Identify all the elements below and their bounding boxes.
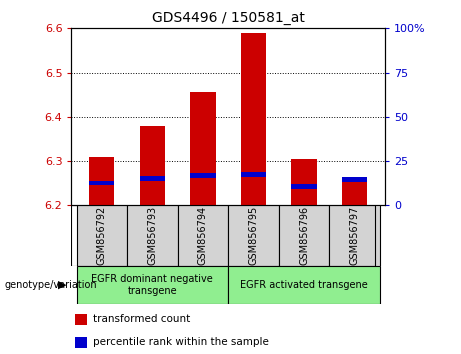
Text: GSM856792: GSM856792 bbox=[97, 206, 107, 265]
Bar bbox=[89, 181, 114, 185]
Text: genotype/variation: genotype/variation bbox=[5, 280, 97, 290]
Text: GSM856794: GSM856794 bbox=[198, 206, 208, 265]
Text: percentile rank within the sample: percentile rank within the sample bbox=[94, 337, 269, 348]
Bar bbox=[77, 205, 127, 266]
Bar bbox=[89, 157, 114, 205]
Bar bbox=[342, 177, 367, 182]
Text: EGFR activated transgene: EGFR activated transgene bbox=[240, 280, 368, 290]
Text: GSM856797: GSM856797 bbox=[349, 206, 360, 265]
Text: EGFR dominant negative
transgene: EGFR dominant negative transgene bbox=[91, 274, 213, 296]
Bar bbox=[228, 266, 380, 304]
Bar bbox=[279, 205, 329, 266]
Bar bbox=[291, 159, 317, 205]
Bar bbox=[190, 173, 216, 178]
Bar bbox=[177, 205, 228, 266]
Bar bbox=[241, 172, 266, 177]
Bar bbox=[329, 205, 380, 266]
Bar bbox=[127, 205, 177, 266]
Text: GSM856793: GSM856793 bbox=[148, 206, 157, 265]
Bar bbox=[75, 314, 87, 325]
Bar bbox=[342, 177, 367, 205]
Bar bbox=[140, 126, 165, 205]
Bar bbox=[75, 337, 87, 348]
Bar bbox=[228, 205, 279, 266]
Text: transformed count: transformed count bbox=[94, 314, 191, 325]
Bar bbox=[190, 92, 216, 205]
Bar bbox=[291, 184, 317, 189]
Text: ▶: ▶ bbox=[58, 280, 66, 290]
Title: GDS4496 / 150581_at: GDS4496 / 150581_at bbox=[152, 11, 305, 24]
Bar bbox=[140, 176, 165, 181]
Bar bbox=[77, 266, 228, 304]
Text: GSM856796: GSM856796 bbox=[299, 206, 309, 265]
Bar bbox=[241, 33, 266, 205]
Text: GSM856795: GSM856795 bbox=[248, 206, 259, 265]
